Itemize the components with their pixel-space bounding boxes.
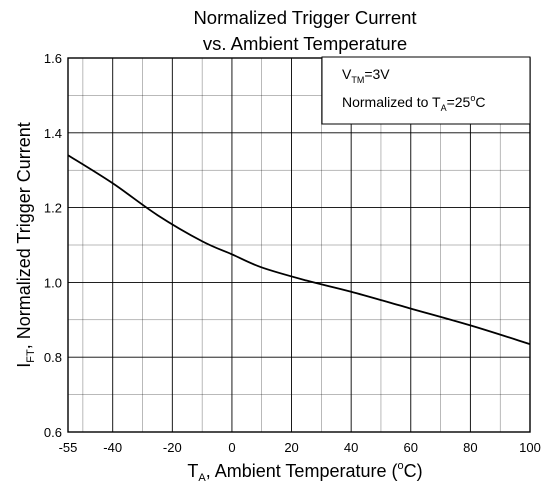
y-tick-label: 1.4 — [44, 126, 62, 141]
x-tick-label: 20 — [284, 440, 298, 455]
y-axis-label: IFT, Normalized Trigger Current — [14, 122, 37, 368]
x-tick-label: -20 — [163, 440, 182, 455]
chart-title-line-2: vs. Ambient Temperature — [202, 33, 408, 54]
y-tick-label: 1.0 — [44, 275, 62, 290]
x-tick-label: 80 — [463, 440, 477, 455]
chart-title-line-1: Normalized Trigger Current — [193, 7, 417, 28]
plot-frame — [67, 57, 531, 433]
y-tick-labels: 0.6 0.8 1.0 1.2 1.4 1.6 — [44, 51, 62, 440]
annotation-line-1: VTM=3V — [342, 66, 390, 85]
x-tick-label: -40 — [103, 440, 122, 455]
y-tick-label: 1.2 — [44, 201, 62, 216]
x-tick-label: 40 — [344, 440, 358, 455]
x-tick-labels: -55 -40 -20 0 20 40 60 80 100 — [59, 440, 541, 455]
x-tick-label: 0 — [228, 440, 235, 455]
y-tick-label: 0.6 — [44, 425, 62, 440]
y-tick-label: 1.6 — [44, 51, 62, 66]
annotation-line-2: Normalized to TA=25oC — [342, 93, 485, 113]
x-tick-label: -55 — [59, 440, 78, 455]
series-line — [67, 154, 531, 345]
x-axis-label: TA, Ambient Temperature (oC) — [187, 460, 422, 484]
y-tick-label: 0.8 — [44, 350, 62, 365]
minor-grid — [68, 58, 530, 432]
x-tick-label: 100 — [519, 440, 541, 455]
x-tick-label: 60 — [404, 440, 418, 455]
annotation-box — [321, 56, 531, 125]
